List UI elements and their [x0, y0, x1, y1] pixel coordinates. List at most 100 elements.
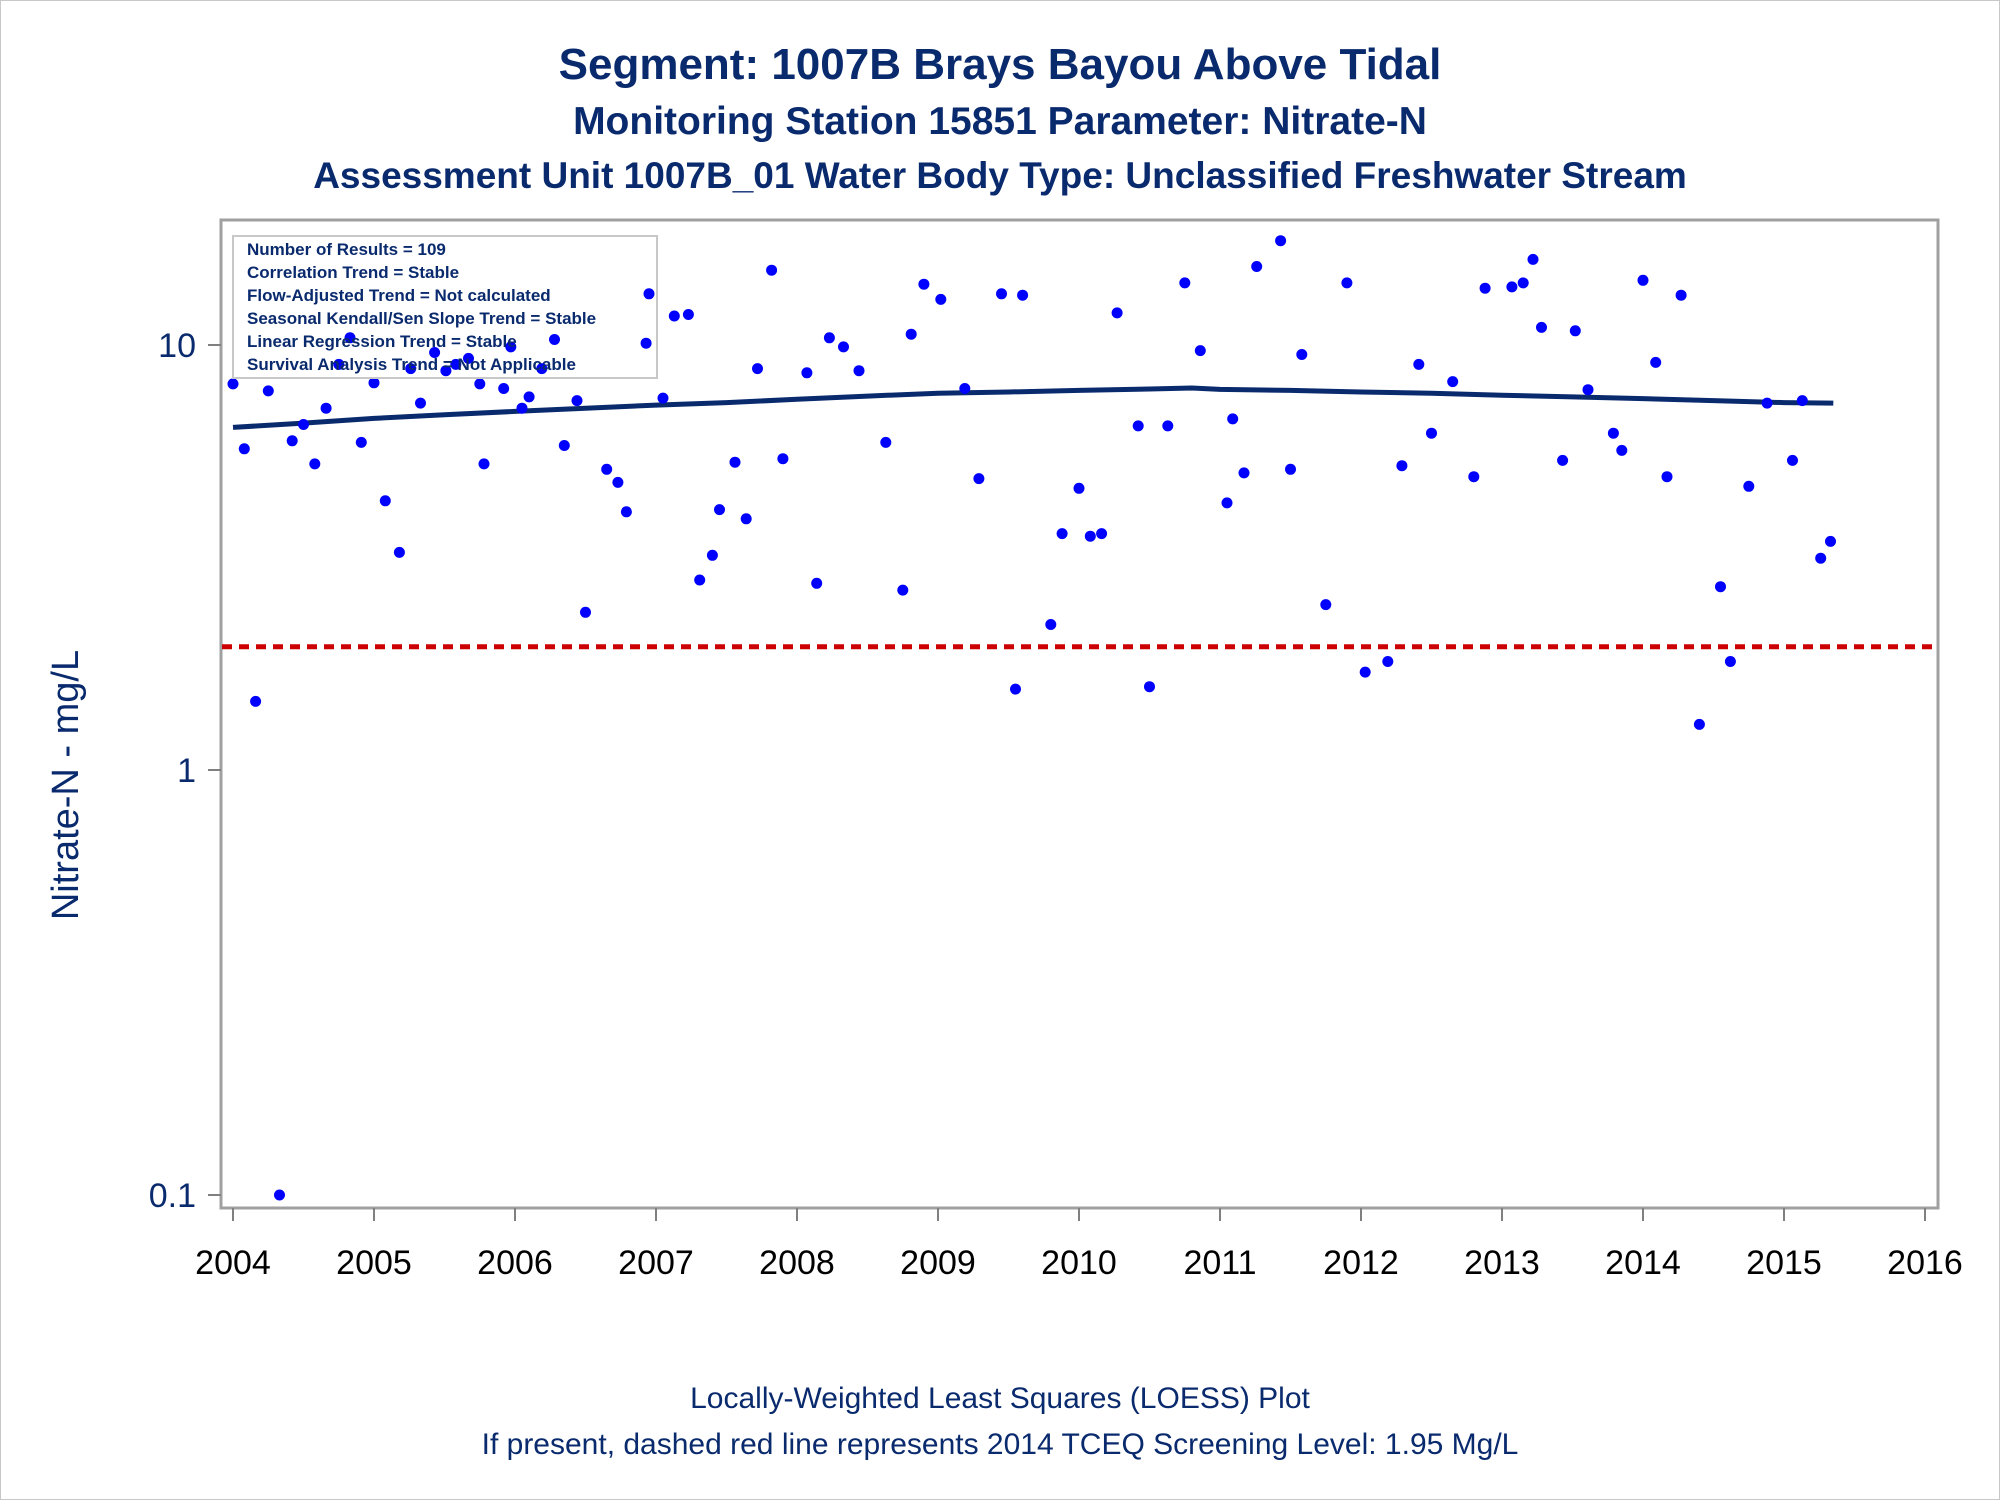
footnote-screening: If present, dashed red line represents 2…	[481, 1428, 1519, 1461]
data-point	[549, 334, 560, 345]
footnote-loess: Locally-Weighted Least Squares (LOESS) P…	[690, 1382, 1310, 1415]
x-tick-label: 2013	[1464, 1244, 1540, 1282]
data-point	[1468, 471, 1480, 483]
data-point	[558, 440, 570, 451]
y-axis-label: Nitrate-N - mg/L	[45, 650, 87, 920]
loess-curve	[232, 385, 1834, 430]
data-point	[996, 288, 1007, 300]
x-tick-label: 2004	[195, 1244, 271, 1282]
data-point	[309, 458, 321, 470]
data-point	[1359, 666, 1371, 678]
data-point	[286, 435, 298, 447]
data-point	[935, 293, 947, 305]
data-point	[516, 402, 528, 414]
x-tick-label: 2011	[1183, 1244, 1256, 1282]
data-point	[897, 584, 909, 596]
x-tick-label: 2005	[336, 1244, 412, 1282]
data-point	[1693, 718, 1705, 730]
data-point	[1607, 427, 1619, 439]
data-point	[1650, 356, 1662, 368]
data-point	[1179, 277, 1191, 289]
data-point	[714, 504, 725, 516]
data-point	[1637, 274, 1649, 286]
data-point	[1045, 619, 1057, 630]
data-point	[918, 278, 930, 290]
data-point	[1162, 420, 1174, 432]
x-tick-label: 2006	[477, 1244, 553, 1282]
data-point	[766, 264, 778, 276]
data-point	[905, 328, 917, 340]
x-tick-label: 2014	[1605, 1244, 1681, 1282]
data-point	[973, 473, 985, 485]
data-point	[505, 341, 517, 353]
y-tick-label: 1	[177, 752, 196, 790]
data-point	[1056, 528, 1068, 540]
data-point	[393, 546, 405, 558]
x-tick-label: 2012	[1323, 1244, 1399, 1282]
data-point	[1111, 307, 1123, 319]
data-point	[333, 358, 345, 370]
y-tick-label: 10	[158, 327, 196, 365]
stats-line: Survival Analysis Trend = Not Applicable	[247, 355, 576, 374]
data-point	[1227, 413, 1239, 425]
data-point	[1285, 463, 1296, 475]
data-point	[523, 391, 535, 403]
data-point	[1010, 683, 1021, 695]
data-point	[1194, 345, 1206, 357]
data-point	[1825, 535, 1836, 547]
data-point	[1582, 384, 1594, 396]
data-point	[682, 309, 694, 320]
chart-subtitle-assessment: Assessment Unit 1007B_01 Water Body Type…	[313, 155, 1687, 196]
data-point	[1413, 358, 1425, 370]
data-point	[1743, 480, 1755, 492]
data-point	[1426, 427, 1437, 439]
data-point	[706, 549, 718, 561]
data-point	[1320, 599, 1332, 611]
data-point	[344, 332, 356, 344]
data-point	[1221, 497, 1233, 509]
data-point	[694, 574, 706, 586]
data-point	[1073, 482, 1085, 494]
data-point	[1132, 420, 1144, 432]
data-point	[1815, 552, 1827, 564]
data-point	[415, 397, 426, 409]
data-point	[440, 365, 452, 377]
chart-title: Segment: 1007B Brays Bayou Above Tidal	[558, 40, 1442, 89]
data-point	[668, 310, 680, 322]
data-point	[320, 402, 332, 414]
data-point	[463, 352, 474, 364]
stats-box-frame	[232, 235, 658, 379]
data-point	[1341, 277, 1353, 289]
data-point	[853, 365, 865, 377]
data-point	[823, 332, 835, 344]
data-point	[368, 377, 380, 389]
data-point	[379, 495, 391, 507]
data-point	[1479, 282, 1491, 294]
stats-box: Number of Results = 109 Correlation Trend…	[232, 235, 658, 379]
data-point	[1275, 235, 1287, 247]
data-point	[262, 385, 274, 397]
data-point	[1096, 528, 1108, 540]
stats-line: Seasonal Kendall/Sen Slope Trend = Stabl…	[247, 309, 596, 328]
data-point	[1761, 397, 1773, 409]
data-point	[1251, 261, 1263, 272]
data-point	[571, 395, 583, 407]
data-point	[298, 419, 309, 430]
data-point	[752, 363, 763, 375]
data-point	[1238, 467, 1250, 479]
data-point	[1661, 471, 1673, 483]
x-axis: 2004 2005 2006 2007 2008 2009 2010 2011 2012 2013…	[195, 1208, 1963, 1282]
data-point	[801, 367, 813, 379]
data-point	[959, 383, 971, 394]
data-point	[740, 513, 752, 525]
stats-line: Linear Regression Trend = Stable	[247, 332, 517, 351]
data-points-layer	[227, 235, 1836, 1201]
data-point	[238, 443, 250, 455]
data-point	[1675, 289, 1687, 301]
data-point	[838, 341, 849, 353]
y-axis: 10 1 0.1	[149, 327, 221, 1215]
data-point	[657, 392, 669, 404]
data-point	[498, 383, 510, 394]
data-point	[1382, 656, 1394, 667]
data-point	[777, 453, 789, 465]
